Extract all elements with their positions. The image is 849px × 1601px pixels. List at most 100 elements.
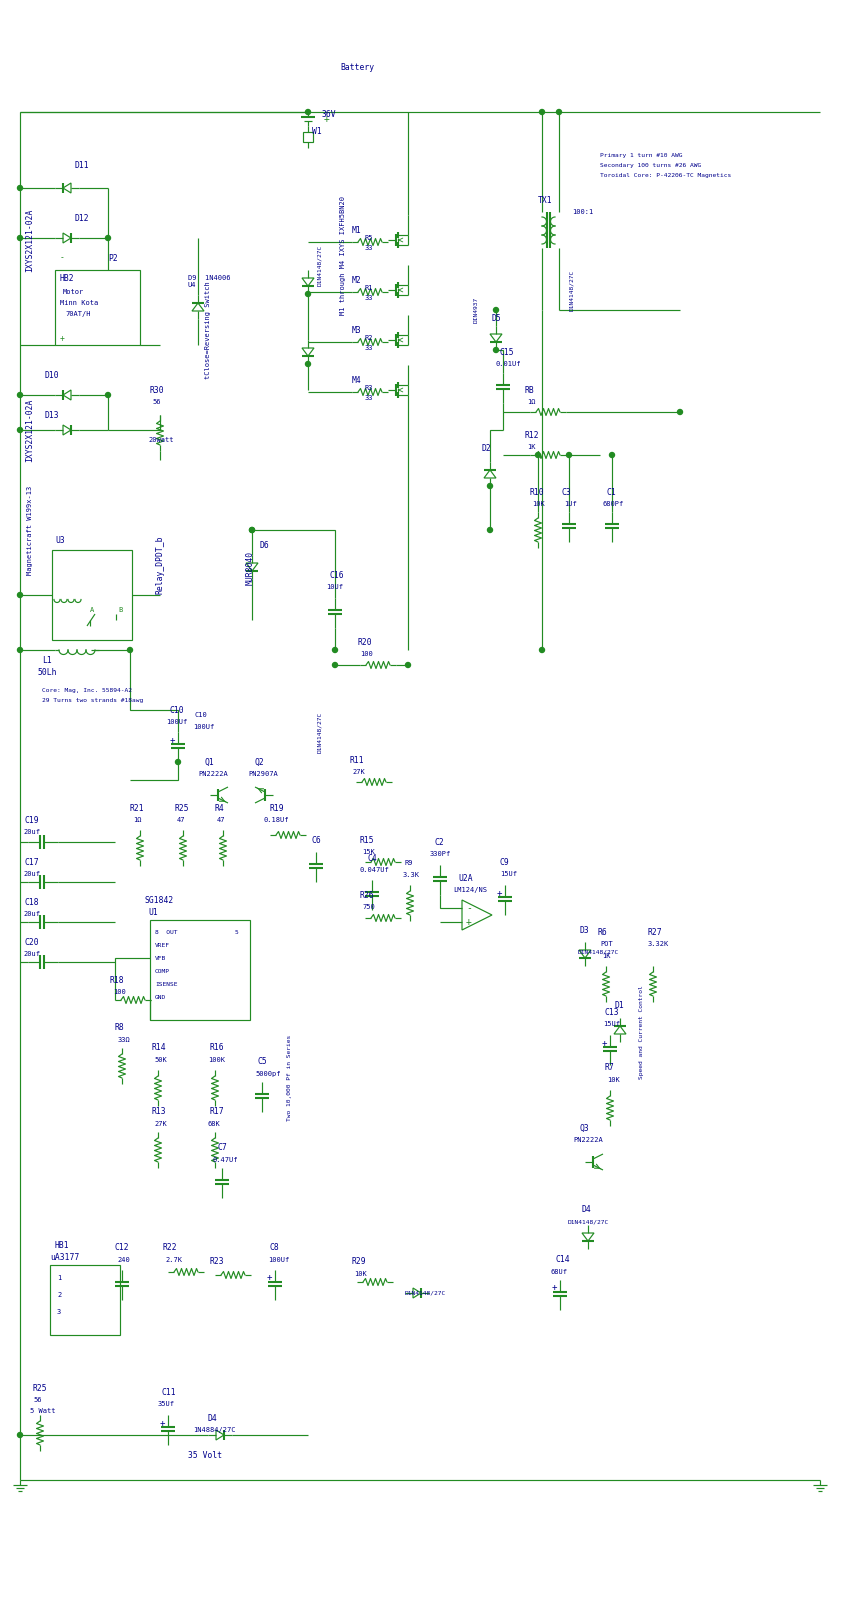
Text: D1N4148/27C: D1N4148/27C bbox=[318, 245, 323, 285]
Text: PN2222A: PN2222A bbox=[573, 1137, 603, 1143]
Text: W1: W1 bbox=[312, 126, 322, 136]
Circle shape bbox=[127, 647, 132, 653]
Text: RB: RB bbox=[525, 386, 535, 394]
Text: -: - bbox=[60, 253, 65, 263]
Text: C20: C20 bbox=[25, 938, 40, 946]
Circle shape bbox=[556, 109, 561, 115]
Text: 20watt: 20watt bbox=[148, 437, 173, 443]
Text: R16: R16 bbox=[210, 1044, 225, 1052]
Text: 33: 33 bbox=[365, 295, 374, 301]
Text: C5: C5 bbox=[258, 1058, 267, 1066]
Circle shape bbox=[18, 186, 23, 191]
Text: M1 through M4 IXYS IXFH5BN20: M1 through M4 IXYS IXFH5BN20 bbox=[340, 195, 346, 314]
Text: 8  OUT: 8 OUT bbox=[155, 930, 177, 935]
Circle shape bbox=[176, 759, 181, 765]
Text: uA3177: uA3177 bbox=[50, 1252, 79, 1262]
Text: R25: R25 bbox=[175, 804, 189, 812]
Text: U1: U1 bbox=[148, 908, 158, 916]
Text: -: - bbox=[466, 903, 472, 913]
Circle shape bbox=[18, 592, 23, 597]
Text: Primary 1 turn #10 AWG: Primary 1 turn #10 AWG bbox=[600, 152, 683, 157]
Text: C17: C17 bbox=[25, 858, 40, 866]
Text: 10K: 10K bbox=[607, 1077, 620, 1082]
Text: D9  1N4006: D9 1N4006 bbox=[188, 275, 230, 282]
Text: 0.01Uf: 0.01Uf bbox=[496, 360, 521, 367]
Text: 20uf: 20uf bbox=[23, 951, 40, 957]
Text: M1: M1 bbox=[352, 226, 362, 234]
Text: 1N4884/27C: 1N4884/27C bbox=[193, 1426, 235, 1433]
Text: C1: C1 bbox=[607, 487, 616, 496]
Text: D1N4148/27C: D1N4148/27C bbox=[568, 1220, 610, 1225]
Text: 100: 100 bbox=[360, 652, 373, 656]
Text: D4: D4 bbox=[208, 1414, 217, 1423]
Text: 10K: 10K bbox=[532, 501, 545, 508]
Text: D10: D10 bbox=[45, 370, 59, 379]
Text: 0.18Uf: 0.18Uf bbox=[264, 817, 290, 823]
Text: C9: C9 bbox=[500, 858, 509, 866]
Text: C8: C8 bbox=[270, 1244, 280, 1252]
Circle shape bbox=[493, 307, 498, 312]
Text: +: + bbox=[497, 889, 502, 898]
Text: +: + bbox=[60, 333, 65, 343]
Text: R12: R12 bbox=[525, 431, 540, 440]
Circle shape bbox=[18, 1433, 23, 1438]
Text: 36V: 36V bbox=[322, 109, 336, 118]
Text: C12: C12 bbox=[115, 1244, 130, 1252]
Text: Toroidal Core: P-42206-TC Magnetics: Toroidal Core: P-42206-TC Magnetics bbox=[600, 173, 731, 178]
Text: 47: 47 bbox=[177, 817, 185, 823]
Circle shape bbox=[493, 347, 498, 352]
Text: 10K: 10K bbox=[354, 1271, 367, 1278]
Text: C19: C19 bbox=[25, 815, 40, 825]
Text: 70AT/H: 70AT/H bbox=[65, 311, 91, 317]
Text: Core: Mag, Inc. 55894-A2: Core: Mag, Inc. 55894-A2 bbox=[42, 687, 132, 693]
Text: 35Uf: 35Uf bbox=[158, 1401, 175, 1407]
Text: 20uf: 20uf bbox=[23, 871, 40, 877]
Text: Q2: Q2 bbox=[255, 757, 265, 767]
Text: tClose=Reversing Switch: tClose=Reversing Switch bbox=[205, 282, 211, 379]
Text: C10: C10 bbox=[195, 712, 208, 717]
Text: R20: R20 bbox=[358, 637, 373, 647]
Text: R25: R25 bbox=[33, 1383, 48, 1393]
Text: R26: R26 bbox=[360, 890, 374, 900]
Text: 50K: 50K bbox=[154, 1057, 166, 1063]
Text: 15K: 15K bbox=[362, 849, 374, 855]
Text: 15Uf: 15Uf bbox=[500, 871, 517, 877]
Text: 750: 750 bbox=[362, 905, 374, 909]
Text: C18: C18 bbox=[25, 898, 40, 906]
Text: R29: R29 bbox=[352, 1257, 367, 1266]
Text: PN2222A: PN2222A bbox=[198, 772, 228, 776]
Text: DIN4937: DIN4937 bbox=[474, 296, 479, 323]
Text: R14: R14 bbox=[152, 1044, 166, 1052]
Text: 35 Volt: 35 Volt bbox=[188, 1451, 222, 1460]
Text: R10: R10 bbox=[530, 487, 544, 496]
Text: POT: POT bbox=[600, 941, 613, 948]
Text: R3: R3 bbox=[365, 384, 374, 391]
Text: PN2907A: PN2907A bbox=[248, 772, 278, 776]
Circle shape bbox=[487, 527, 492, 533]
Text: D5: D5 bbox=[492, 314, 502, 322]
Text: Magneticraft W199x-13: Magneticraft W199x-13 bbox=[27, 485, 33, 575]
Text: IXYS2X121-02A: IXYS2X121-02A bbox=[25, 399, 35, 461]
Text: Motor: Motor bbox=[63, 290, 84, 295]
Text: ISENSE: ISENSE bbox=[155, 981, 177, 986]
Text: 33: 33 bbox=[365, 344, 374, 351]
Text: C15: C15 bbox=[500, 347, 514, 357]
Text: R9: R9 bbox=[405, 860, 413, 866]
Text: +: + bbox=[602, 1039, 607, 1047]
Text: COMP: COMP bbox=[155, 969, 170, 973]
Circle shape bbox=[250, 527, 255, 533]
Text: GND: GND bbox=[155, 994, 166, 999]
Text: R23: R23 bbox=[210, 1257, 225, 1266]
Text: D6: D6 bbox=[260, 541, 270, 549]
Text: 330Pf: 330Pf bbox=[430, 852, 452, 857]
Text: R4: R4 bbox=[215, 804, 225, 812]
Text: IXYS2X121-02A: IXYS2X121-02A bbox=[25, 208, 35, 272]
Text: U3: U3 bbox=[55, 535, 65, 544]
Text: +: + bbox=[267, 1273, 272, 1282]
Text: C7: C7 bbox=[218, 1143, 228, 1153]
Circle shape bbox=[18, 427, 23, 432]
Text: VFB: VFB bbox=[155, 956, 166, 961]
Text: 1K: 1K bbox=[527, 443, 536, 450]
Text: +: + bbox=[324, 114, 330, 123]
Text: 240: 240 bbox=[117, 1257, 130, 1263]
